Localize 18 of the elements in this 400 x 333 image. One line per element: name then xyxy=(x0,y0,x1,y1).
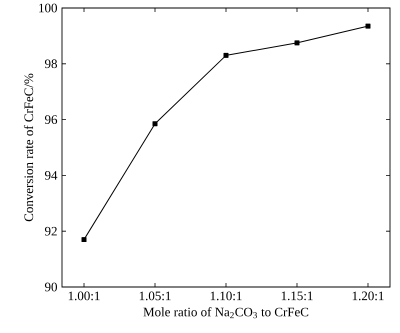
x-tick-label: 1.05:1 xyxy=(140,292,171,300)
x-tick-label: 1.20:1 xyxy=(352,292,384,300)
point xyxy=(224,52,228,58)
y-tick-label: 90 xyxy=(44,282,57,292)
point xyxy=(366,24,370,29)
y-tick-label: 100 xyxy=(39,4,57,12)
point xyxy=(82,237,86,242)
y-axis-title: Conversion rate of CrFeC/% xyxy=(24,74,34,222)
point xyxy=(294,40,300,46)
point xyxy=(152,121,158,126)
x-tick-label: 1.10:1 xyxy=(210,292,242,300)
y-tick-label: 96 xyxy=(44,115,58,124)
y-tick-label: 98 xyxy=(44,59,57,68)
y-tick-label: 92 xyxy=(44,226,57,236)
y-tick-label: 94 xyxy=(44,171,58,180)
x-axis-title: Mole ratio of Na$_{2}$CO$_{3}$ to CrFeC xyxy=(143,307,308,318)
x-tick-label: 1.15:1 xyxy=(282,292,313,300)
x-tick-label: 1.00:1 xyxy=(68,292,100,300)
